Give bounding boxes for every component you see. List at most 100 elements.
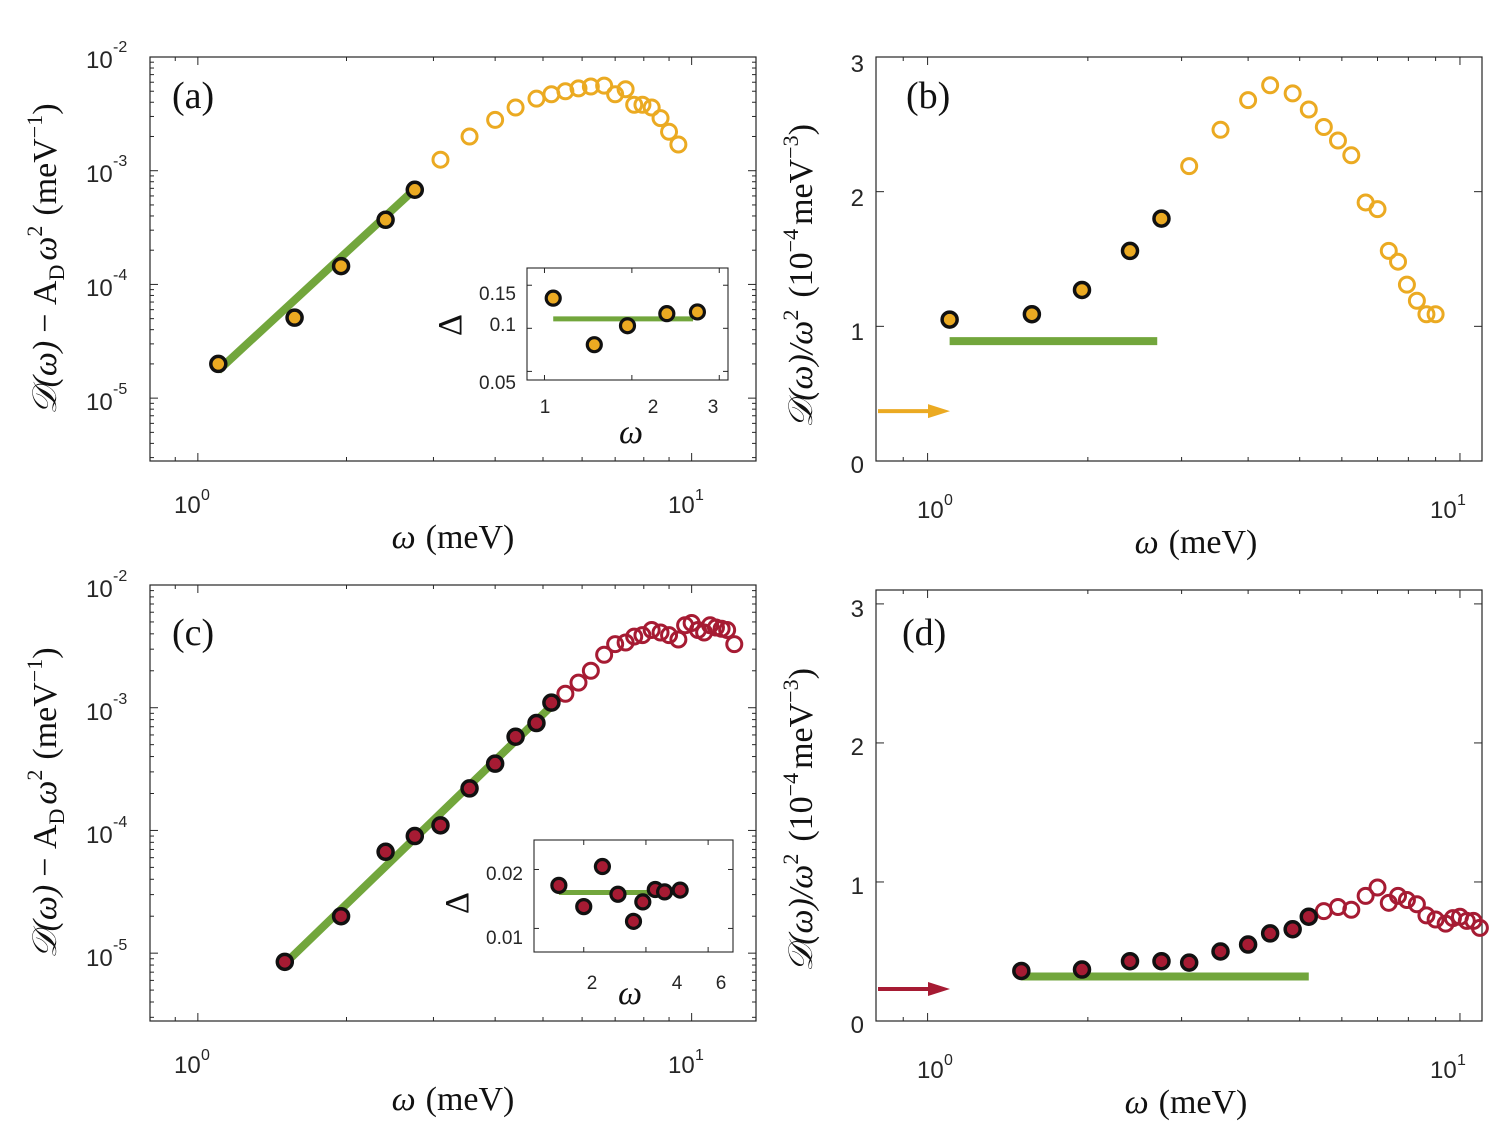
tick-base: 10 bbox=[668, 1052, 695, 1079]
open-marker bbox=[1211, 120, 1230, 139]
filled-marker bbox=[460, 779, 479, 798]
tick-base: 10 bbox=[86, 699, 113, 726]
open-marker bbox=[669, 630, 688, 649]
tick-base: 10 bbox=[86, 161, 113, 188]
x-tick-label: 10 0 bbox=[174, 1047, 210, 1079]
open-marker bbox=[1426, 910, 1445, 929]
open-marker bbox=[506, 98, 525, 117]
x-tick-label: 10 0 bbox=[917, 1052, 953, 1084]
inset-marker bbox=[593, 857, 612, 876]
tick-exponent: -4 bbox=[113, 814, 127, 831]
svg-text:10: 10 bbox=[86, 47, 113, 74]
inset-x-label: ω bbox=[618, 975, 642, 1012]
open-marker bbox=[1389, 252, 1408, 271]
x-axis-label: ω (meV) bbox=[1135, 524, 1258, 561]
tick-exponent: -3 bbox=[113, 691, 127, 708]
x-tick-label: 10 1 bbox=[668, 1047, 704, 1079]
open-marker bbox=[1426, 305, 1445, 324]
data-marks bbox=[275, 614, 744, 972]
y-tick-label: 2 bbox=[851, 734, 864, 761]
filled-marker bbox=[275, 952, 295, 972]
open-marker bbox=[718, 620, 737, 639]
inset-marker bbox=[624, 912, 643, 930]
open-marker bbox=[1342, 146, 1361, 165]
open-marker bbox=[1342, 900, 1361, 919]
tick-exponent: -5 bbox=[113, 937, 127, 954]
open-marker bbox=[669, 135, 688, 154]
open-marker bbox=[431, 150, 450, 169]
filled-marker bbox=[405, 826, 425, 846]
open-marker bbox=[1368, 200, 1387, 219]
y-tick-label: 10 -3 bbox=[86, 691, 127, 726]
inset-frame bbox=[533, 839, 734, 953]
filled-marker bbox=[1012, 961, 1031, 981]
tick-base: 10 bbox=[1430, 497, 1457, 524]
inset-y-tick-label: 0.15 bbox=[479, 284, 516, 305]
open-marker bbox=[1299, 100, 1318, 119]
open-marker bbox=[1356, 886, 1375, 905]
open-marker bbox=[606, 85, 625, 104]
panel-label: (d) bbox=[902, 612, 946, 654]
inset-marker bbox=[618, 317, 637, 335]
filled-marker bbox=[405, 180, 425, 200]
data-marks bbox=[878, 878, 1489, 997]
open-marker bbox=[651, 109, 670, 128]
filled-marker bbox=[527, 713, 546, 733]
open-marker bbox=[725, 635, 744, 654]
filled-marker bbox=[1260, 924, 1280, 943]
filled-marker bbox=[940, 310, 959, 329]
filled-marker bbox=[209, 354, 228, 374]
tick-exponent: 0 bbox=[944, 492, 953, 509]
inset-x-tick-label: 1 bbox=[540, 397, 551, 418]
panel-label: (c) bbox=[172, 612, 214, 654]
data-marks bbox=[878, 76, 1445, 419]
open-marker bbox=[1417, 305, 1436, 324]
open-marker bbox=[595, 76, 614, 95]
arrow-head bbox=[928, 404, 950, 419]
tick-exponent: 1 bbox=[1457, 492, 1466, 509]
inset-x-tick-label: 3 bbox=[708, 397, 719, 418]
open-marker bbox=[642, 620, 661, 639]
panel-a: (a) 10 -2 10 -3 10 -4 10 -5 10 0 10 1 ω(… bbox=[22, 39, 757, 556]
filled-marker bbox=[1211, 942, 1230, 961]
y-tick-label: 10 -3 bbox=[86, 153, 127, 188]
y-tick-label: 10 -2 bbox=[86, 39, 127, 74]
open-marker bbox=[595, 645, 614, 664]
inset-marker bbox=[655, 883, 674, 901]
y-tick-label: 1 bbox=[851, 319, 864, 346]
x-tick-label: 10 1 bbox=[668, 487, 704, 519]
svg-text:10: 10 bbox=[86, 699, 113, 726]
tick-exponent: 0 bbox=[944, 1052, 953, 1069]
inset-x-tick-label: 4 bbox=[672, 973, 683, 994]
x-tick-label: 10 0 bbox=[917, 492, 953, 524]
tick-base: 10 bbox=[86, 47, 113, 74]
y-tick-label: 10 -5 bbox=[86, 381, 127, 416]
tick-base: 10 bbox=[917, 497, 944, 524]
filled-marker bbox=[431, 816, 450, 835]
inset-tick-marks bbox=[534, 840, 733, 952]
tick-marks bbox=[149, 584, 756, 1021]
tick-exponent: 0 bbox=[201, 1047, 210, 1064]
y-tick-label: 0 bbox=[851, 452, 864, 479]
inset-y-tick-label: 0.02 bbox=[486, 864, 523, 885]
y-tick-label: 10 -4 bbox=[86, 814, 127, 849]
inset-marker bbox=[658, 305, 676, 323]
y-tick-label: 10 -2 bbox=[86, 568, 127, 603]
tick-marks bbox=[875, 590, 1482, 1022]
tick-marks bbox=[149, 56, 756, 461]
open-marker bbox=[633, 626, 652, 645]
y-tick-label: 3 bbox=[851, 596, 864, 623]
open-marker bbox=[1239, 91, 1258, 110]
x-tick-label: 10 1 bbox=[1430, 492, 1466, 524]
filled-marker bbox=[1152, 209, 1171, 228]
open-marker bbox=[1368, 878, 1387, 897]
open-marker bbox=[616, 80, 635, 99]
inset-x-label: ω bbox=[619, 414, 643, 451]
open-marker bbox=[1397, 275, 1416, 294]
inset-tick-marks bbox=[527, 268, 728, 380]
tick-base: 10 bbox=[86, 576, 113, 603]
filled-marker bbox=[331, 906, 351, 926]
inset-x-tick-label: 6 bbox=[716, 973, 727, 994]
inset-marks bbox=[544, 289, 707, 354]
